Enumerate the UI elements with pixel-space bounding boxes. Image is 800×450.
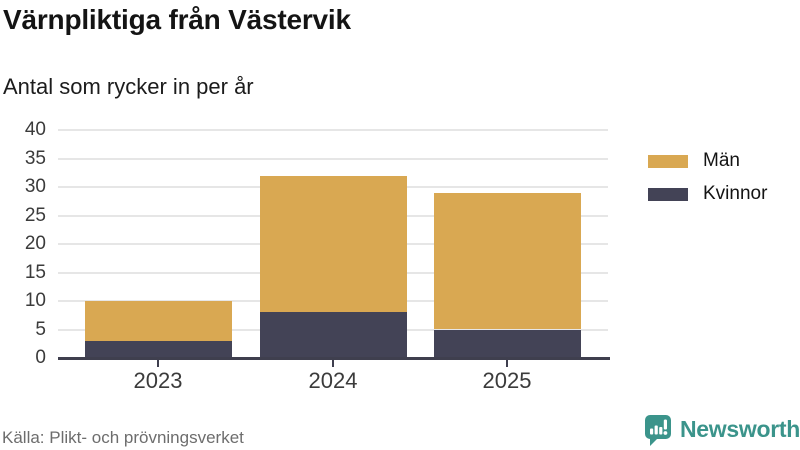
bar-segment-man-2024 — [259, 175, 407, 313]
x-axis-tick — [157, 360, 159, 367]
y-axis-tick-label: 0 — [35, 347, 46, 368]
legend-label: Kvinnor — [703, 183, 768, 204]
gridline-40 — [58, 129, 608, 131]
bar-segment-kvinnor-2025 — [433, 329, 581, 358]
source-text: Källa: Plikt- och prövningsverket — [2, 428, 244, 447]
chart-title: Värnpliktiga från Västervik — [3, 4, 351, 35]
y-axis-tick-label: 20 — [24, 233, 46, 254]
y-axis-tick-label: 25 — [24, 204, 46, 226]
x-axis-tick — [332, 360, 334, 367]
legend-item-kvinnor: Kvinnor — [648, 183, 767, 205]
x-axis-tick — [506, 360, 508, 367]
x-axis-line — [58, 357, 610, 360]
y-axis-tick-label: 15 — [24, 261, 46, 283]
legend: Män Kvinnor — [648, 150, 767, 205]
x-axis-tick-label-2023: 2023 — [133, 368, 183, 393]
y-axis-tick-label: 40 — [24, 119, 46, 140]
bar-segment-man-2023 — [84, 301, 232, 341]
bar-segment-man-2025 — [433, 192, 581, 330]
legend-swatch — [648, 154, 688, 168]
bar-segment-kvinnor-2024 — [259, 312, 407, 358]
legend-swatch — [648, 187, 688, 201]
newsworthy-logo[interactable]: Newsworthy — [645, 415, 800, 446]
brand-name: Newsworthy — [680, 415, 800, 442]
gridline-35 — [58, 157, 608, 160]
x-axis-tick-label-2024: 2024 — [308, 368, 358, 393]
legend-label: Män — [703, 150, 740, 171]
y-axis-tick-label: 35 — [24, 147, 46, 169]
chart-subtitle: Antal som rycker in per år — [3, 74, 254, 99]
y-axis-tick-label: 30 — [24, 176, 46, 197]
bar-segment-kvinnor-2023 — [84, 340, 232, 358]
y-axis-tick-label: 5 — [35, 318, 46, 340]
bar-chart-speech-bubble-icon — [645, 415, 671, 446]
legend-item-män: Män — [648, 150, 767, 172]
x-axis-tick-label-2025: 2025 — [482, 368, 532, 393]
y-axis-tick-label: 10 — [24, 290, 46, 311]
